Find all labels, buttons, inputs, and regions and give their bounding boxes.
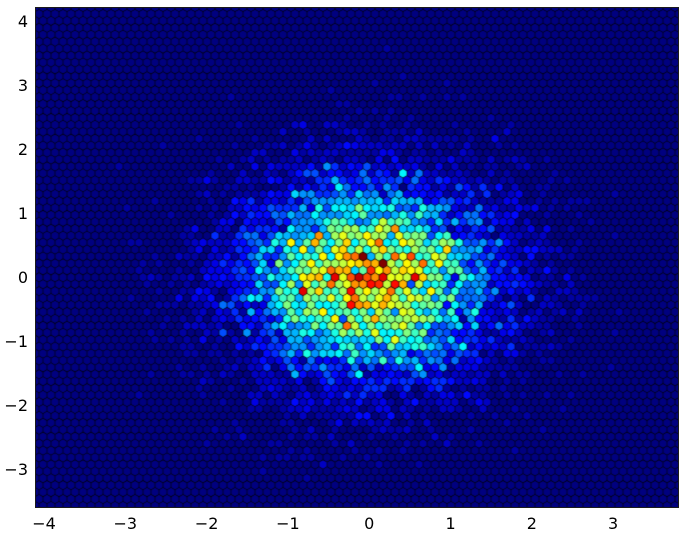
x-tick-label: 1 [445, 514, 456, 533]
y-tick-label: 0 [17, 268, 28, 288]
x-tick-label: −1 [276, 514, 300, 533]
x-tick-label: −4 [32, 514, 56, 533]
y-tick-label: 4 [17, 12, 28, 32]
y-tick-label: −3 [4, 460, 28, 480]
x-tick-label: 2 [526, 514, 537, 533]
hexbin-canvas [35, 7, 679, 508]
y-tick-label: 3 [17, 76, 28, 96]
x-tick-label: 0 [364, 514, 375, 533]
x-tick-label: −3 [113, 514, 138, 533]
y-tick-label: −2 [4, 396, 28, 416]
y-tick-label: 2 [17, 140, 28, 160]
x-tick-label: −2 [194, 514, 219, 533]
y-tick-label: 1 [17, 204, 28, 224]
x-tick-label: 3 [608, 514, 619, 533]
y-tick-label: −1 [4, 332, 28, 352]
plot-area [35, 7, 679, 508]
